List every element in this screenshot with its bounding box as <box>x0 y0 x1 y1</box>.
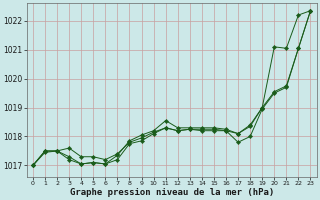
X-axis label: Graphe pression niveau de la mer (hPa): Graphe pression niveau de la mer (hPa) <box>69 188 274 197</box>
